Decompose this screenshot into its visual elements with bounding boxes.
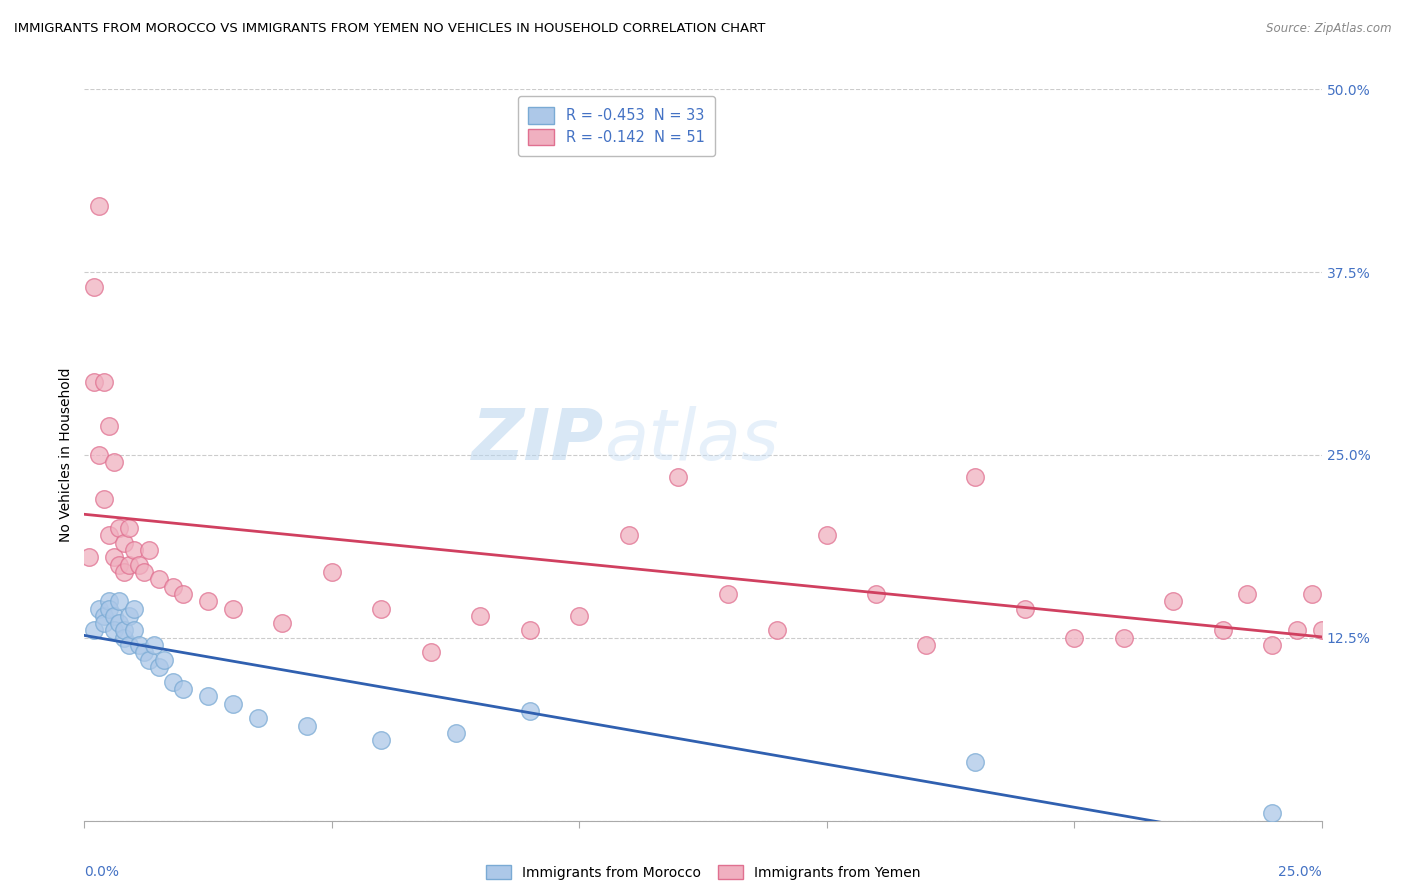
Point bbox=[122, 624, 145, 638]
Point bbox=[93, 375, 115, 389]
Point bbox=[766, 624, 789, 638]
Point bbox=[89, 199, 111, 213]
Point bbox=[815, 528, 838, 542]
Point bbox=[93, 491, 115, 506]
Point bbox=[142, 638, 165, 652]
Point bbox=[132, 645, 155, 659]
Point bbox=[197, 690, 219, 704]
Point bbox=[98, 528, 121, 542]
Point bbox=[1301, 587, 1323, 601]
Legend: Immigrants from Morocco, Immigrants from Yemen: Immigrants from Morocco, Immigrants from… bbox=[481, 859, 925, 885]
Point bbox=[519, 704, 541, 718]
Point bbox=[321, 565, 343, 579]
Point bbox=[98, 601, 121, 615]
Point bbox=[122, 543, 145, 558]
Point bbox=[1310, 624, 1333, 638]
Point bbox=[617, 528, 640, 542]
Point bbox=[965, 755, 987, 769]
Point bbox=[370, 733, 392, 747]
Point bbox=[118, 608, 141, 623]
Point bbox=[152, 653, 174, 667]
Text: ZIP: ZIP bbox=[472, 406, 605, 475]
Point bbox=[112, 535, 135, 549]
Point bbox=[148, 660, 170, 674]
Point bbox=[965, 470, 987, 484]
Point bbox=[112, 565, 135, 579]
Point bbox=[1212, 624, 1234, 638]
Point bbox=[666, 470, 689, 484]
Text: 0.0%: 0.0% bbox=[84, 864, 120, 879]
Point bbox=[470, 608, 492, 623]
Point bbox=[108, 594, 131, 608]
Point bbox=[1161, 594, 1184, 608]
Point bbox=[1261, 638, 1284, 652]
Point bbox=[370, 601, 392, 615]
Point bbox=[148, 572, 170, 586]
Point bbox=[271, 616, 294, 631]
Point bbox=[79, 550, 101, 565]
Point bbox=[128, 558, 150, 572]
Point bbox=[172, 681, 194, 696]
Legend: R = -0.453  N = 33, R = -0.142  N = 51: R = -0.453 N = 33, R = -0.142 N = 51 bbox=[517, 96, 716, 156]
Text: 25.0%: 25.0% bbox=[1278, 864, 1322, 879]
Point bbox=[568, 608, 591, 623]
Point bbox=[93, 616, 115, 631]
Text: atlas: atlas bbox=[605, 406, 779, 475]
Point bbox=[103, 624, 125, 638]
Point bbox=[1112, 631, 1135, 645]
Point bbox=[89, 448, 111, 462]
Point bbox=[1285, 624, 1308, 638]
Point bbox=[1014, 601, 1036, 615]
Point bbox=[83, 624, 105, 638]
Point bbox=[118, 558, 141, 572]
Point bbox=[162, 674, 184, 689]
Text: IMMIGRANTS FROM MOROCCO VS IMMIGRANTS FROM YEMEN NO VEHICLES IN HOUSEHOLD CORREL: IMMIGRANTS FROM MOROCCO VS IMMIGRANTS FR… bbox=[14, 22, 765, 36]
Point bbox=[103, 550, 125, 565]
Point bbox=[118, 638, 141, 652]
Point bbox=[83, 279, 105, 293]
Point bbox=[103, 608, 125, 623]
Point bbox=[246, 711, 269, 725]
Point bbox=[83, 375, 105, 389]
Point bbox=[444, 726, 467, 740]
Point bbox=[295, 718, 318, 732]
Point bbox=[118, 521, 141, 535]
Point bbox=[122, 601, 145, 615]
Point bbox=[89, 601, 111, 615]
Point bbox=[112, 631, 135, 645]
Point bbox=[98, 418, 121, 433]
Point bbox=[108, 558, 131, 572]
Point bbox=[717, 587, 740, 601]
Text: Source: ZipAtlas.com: Source: ZipAtlas.com bbox=[1267, 22, 1392, 36]
Point bbox=[128, 638, 150, 652]
Point bbox=[865, 587, 887, 601]
Point bbox=[108, 521, 131, 535]
Point bbox=[103, 455, 125, 469]
Point bbox=[1063, 631, 1085, 645]
Point bbox=[172, 587, 194, 601]
Point bbox=[98, 594, 121, 608]
Point bbox=[112, 624, 135, 638]
Point bbox=[914, 638, 936, 652]
Point bbox=[138, 653, 160, 667]
Point bbox=[1236, 587, 1258, 601]
Point bbox=[1261, 806, 1284, 821]
Point bbox=[132, 565, 155, 579]
Point bbox=[419, 645, 441, 659]
Point bbox=[108, 616, 131, 631]
Point bbox=[197, 594, 219, 608]
Point bbox=[93, 608, 115, 623]
Point bbox=[162, 580, 184, 594]
Y-axis label: No Vehicles in Household: No Vehicles in Household bbox=[59, 368, 73, 542]
Point bbox=[138, 543, 160, 558]
Point bbox=[519, 624, 541, 638]
Point bbox=[222, 601, 245, 615]
Point bbox=[222, 697, 245, 711]
